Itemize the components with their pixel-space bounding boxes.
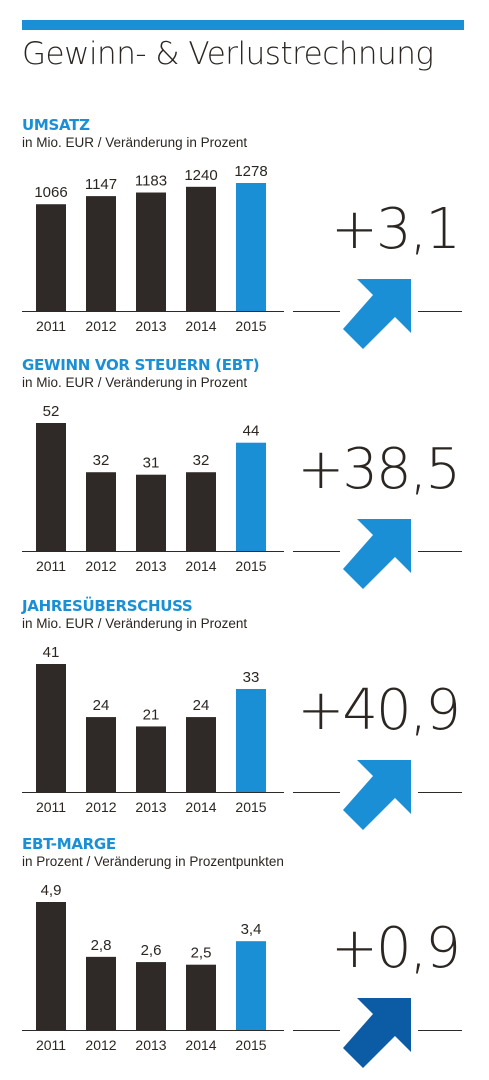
change-value: +38,5 (297, 437, 461, 502)
bar (86, 717, 116, 792)
bar-chart: 1066 2011 1147 2012 1183 2013 1240 2014 1278 2015 (22, 163, 462, 349)
x-tick-label: 2015 (235, 318, 266, 334)
bar-chart: 52 2011 32 2012 31 2013 32 2014 44 2015 (22, 403, 462, 589)
arrow-up-right-icon (343, 998, 411, 1068)
x-tick-label: 2014 (185, 1037, 216, 1053)
x-tick-label: 2011 (36, 799, 66, 815)
x-tick-label: 2012 (85, 558, 116, 574)
value-label: 32 (193, 452, 210, 469)
bar (136, 474, 166, 551)
x-tick-label: 2015 (235, 1037, 266, 1053)
panel-subtitle: in Mio. EUR / Veränderung in Prozent (22, 616, 248, 631)
bar (236, 183, 266, 311)
value-label: 52 (43, 403, 60, 420)
panel-jahresueberschuss: JAHRESÜBERSCHUSS in Mio. EUR / Veränderu… (0, 597, 489, 842)
bar (36, 902, 66, 1030)
panel-title: EBT-MARGE (22, 835, 116, 853)
change-value: +3,1 (331, 197, 461, 262)
x-tick-label: 2013 (135, 1037, 166, 1053)
panel-subtitle: in Mio. EUR / Veränderung in Prozent (22, 375, 248, 390)
panel-subtitle: in Mio. EUR / Veränderung in Prozent (22, 135, 248, 150)
bar (136, 726, 166, 792)
value-label: 2,6 (141, 942, 162, 959)
value-label: 31 (143, 455, 160, 472)
arrow-up-right-icon (343, 519, 411, 589)
value-label: 1183 (135, 173, 167, 190)
x-tick-label: 2014 (185, 318, 216, 334)
bar (236, 941, 266, 1030)
panel-title: UMSATZ (22, 116, 90, 134)
x-tick-label: 2014 (185, 799, 216, 815)
value-label: 21 (143, 706, 160, 723)
x-tick-label: 2013 (135, 799, 166, 815)
value-label: 1066 (34, 184, 67, 201)
value-label: 2,5 (191, 945, 212, 962)
x-tick-label: 2013 (135, 558, 166, 574)
bar (86, 472, 116, 551)
bar-chart: 4,9 2011 2,8 2012 2,6 2013 2,5 2014 3,4 2015 (22, 882, 462, 1068)
value-label: 1278 (234, 163, 267, 180)
bar (236, 688, 266, 792)
bar (136, 962, 166, 1030)
panel-ebt-marge: EBT-MARGE in Prozent / Veränderung in Pr… (0, 835, 489, 1080)
bar-chart: 41 2011 24 2012 21 2013 24 2014 33 2015 (22, 644, 462, 830)
bar (186, 472, 216, 551)
value-label: 1240 (184, 167, 217, 184)
x-tick-label: 2012 (85, 318, 116, 334)
bar (186, 186, 216, 311)
value-label: 3,4 (241, 921, 262, 938)
value-label: 24 (193, 697, 210, 714)
x-tick-label: 2015 (235, 558, 266, 574)
change-value: +40,9 (297, 678, 461, 743)
bar (36, 204, 66, 311)
bar (186, 717, 216, 792)
panel-title: GEWINN VOR STEUERN (EBT) (22, 356, 260, 374)
change-value: +0,9 (331, 916, 461, 981)
bar (86, 196, 116, 311)
x-tick-label: 2015 (235, 799, 266, 815)
top-accent-bar (22, 20, 464, 30)
bar (136, 192, 166, 311)
x-tick-label: 2014 (185, 558, 216, 574)
x-tick-label: 2013 (135, 318, 166, 334)
value-label: 41 (43, 644, 60, 661)
x-tick-label: 2011 (36, 1037, 66, 1053)
x-tick-label: 2011 (36, 558, 66, 574)
page-title: Gewinn- & Verlustrechnung (22, 36, 434, 72)
value-label: 1147 (85, 176, 117, 193)
x-tick-label: 2012 (85, 799, 116, 815)
arrow-up-right-icon (343, 760, 411, 830)
bar (86, 956, 116, 1030)
bar (236, 442, 266, 551)
value-label: 24 (93, 697, 110, 714)
bar (36, 423, 66, 551)
panel-title: JAHRESÜBERSCHUSS (22, 597, 193, 615)
value-label: 2,8 (91, 937, 112, 954)
bar (36, 664, 66, 792)
panel-umsatz: UMSATZ in Mio. EUR / Veränderung in Proz… (0, 116, 489, 361)
panel-ebt: GEWINN VOR STEUERN (EBT) in Mio. EUR / V… (0, 356, 489, 601)
value-label: 32 (93, 452, 110, 469)
value-label: 4,9 (41, 882, 62, 899)
value-label: 33 (243, 669, 260, 686)
bar (186, 964, 216, 1030)
x-tick-label: 2012 (85, 1037, 116, 1053)
panel-subtitle: in Prozent / Veränderung in Prozentpunkt… (22, 854, 284, 869)
arrow-up-right-icon (343, 279, 411, 349)
x-tick-label: 2011 (36, 318, 66, 334)
value-label: 44 (243, 423, 260, 440)
